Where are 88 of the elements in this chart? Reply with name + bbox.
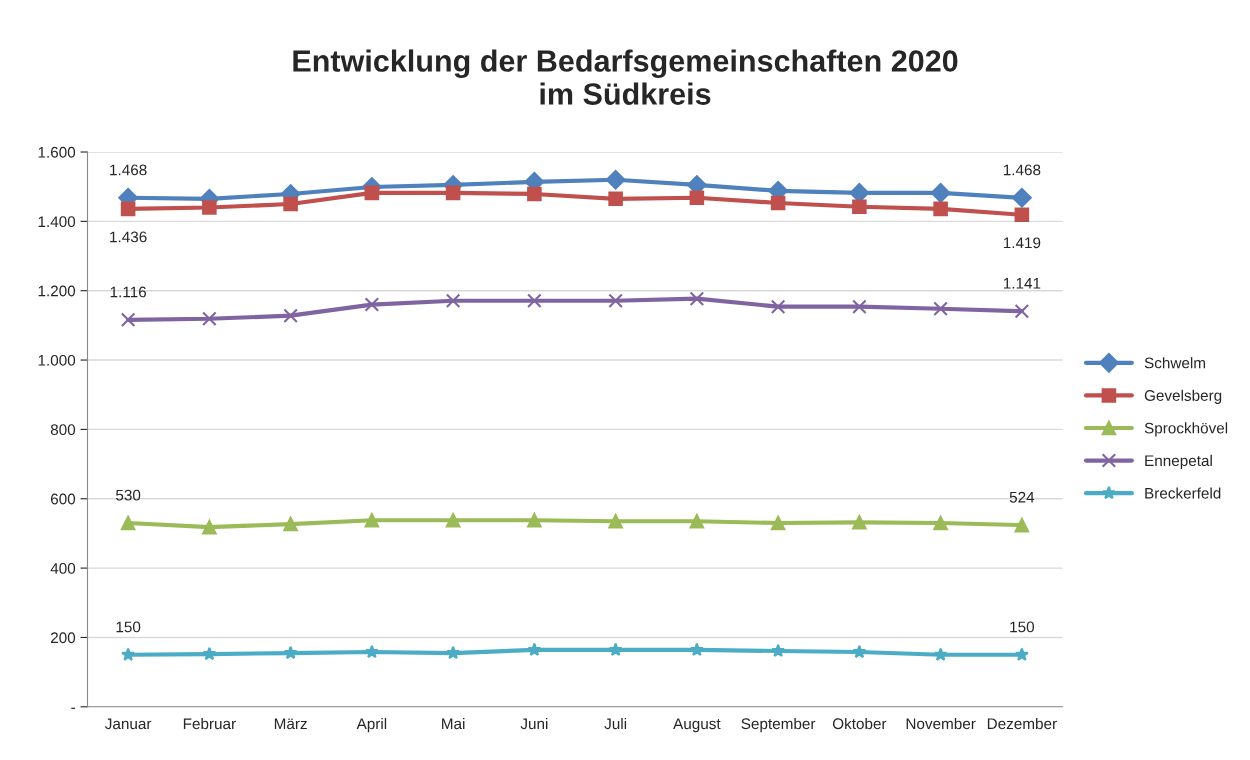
chart-title: Entwicklung der Bedarfsgemeinschaften 2020 im Südkreis xyxy=(293,49,958,105)
point xyxy=(445,185,461,201)
x-tick-label: August xyxy=(673,718,721,733)
point xyxy=(608,514,623,529)
point xyxy=(120,201,136,217)
x-tick-label: November xyxy=(906,717,976,730)
y-tick-label: 1.400 xyxy=(38,216,76,228)
point xyxy=(689,190,705,206)
point xyxy=(527,512,542,528)
x-tick-label: September xyxy=(741,717,816,733)
point xyxy=(1012,187,1032,208)
data-label: 1.116 xyxy=(110,286,147,298)
y-tick-label: 1.000 xyxy=(38,354,76,366)
y-tick-label: 400 xyxy=(50,562,76,574)
x-tick-label: Februar xyxy=(183,717,236,730)
point xyxy=(364,185,380,201)
point xyxy=(605,169,626,190)
legend-label: Schwelm xyxy=(1144,357,1206,369)
point xyxy=(933,647,948,661)
legend-label: Sprockhövel xyxy=(1144,422,1228,437)
point xyxy=(689,514,705,529)
x-tick-label: April xyxy=(356,717,387,733)
x-tick-label: Januar xyxy=(105,718,152,730)
point xyxy=(527,186,542,202)
point xyxy=(445,293,461,309)
point xyxy=(527,293,542,309)
point xyxy=(689,642,704,657)
point xyxy=(933,515,948,531)
point xyxy=(283,196,298,212)
point xyxy=(202,200,217,215)
point xyxy=(364,297,380,312)
point xyxy=(121,647,136,661)
point xyxy=(852,299,867,314)
y-tick-label: 200 xyxy=(50,632,76,644)
point xyxy=(852,199,867,215)
point xyxy=(608,293,623,309)
x-tick-label: Mai xyxy=(442,717,465,730)
y-tick-label: 800 xyxy=(50,424,76,436)
data-label: 1.468 xyxy=(1003,164,1041,176)
point xyxy=(930,183,951,203)
point xyxy=(1014,517,1030,533)
point xyxy=(364,512,380,528)
y-tick-label: - xyxy=(71,707,76,709)
point xyxy=(202,646,217,661)
point xyxy=(283,645,298,660)
y-tick-label: 1.200 xyxy=(38,285,76,297)
point xyxy=(771,643,786,658)
point xyxy=(770,195,786,211)
point xyxy=(933,201,948,217)
point xyxy=(527,642,542,657)
legend-label: Gevelsberg xyxy=(1144,389,1222,404)
x-tick-label: März xyxy=(274,718,307,730)
data-label: 150 xyxy=(116,621,141,633)
point xyxy=(852,644,867,659)
data-label: 530 xyxy=(115,489,141,501)
point xyxy=(608,642,623,657)
x-tick-label: Oktober xyxy=(832,717,887,730)
point xyxy=(1014,647,1029,661)
y-tick-label: 1.600 xyxy=(38,146,76,158)
point xyxy=(852,515,867,530)
data-label: 1.141 xyxy=(1003,278,1041,289)
point xyxy=(283,516,298,532)
point xyxy=(689,291,705,306)
x-tick-label: Juni xyxy=(520,717,548,730)
point xyxy=(770,299,786,314)
point xyxy=(364,644,379,659)
point xyxy=(120,312,136,328)
x-tick-label: Dezember xyxy=(987,717,1057,730)
point xyxy=(770,515,786,531)
data-label: 524 xyxy=(1009,491,1035,503)
data-label: 1.468 xyxy=(110,164,147,176)
point xyxy=(933,301,948,317)
point xyxy=(445,512,461,528)
legend-label: Ennepetal xyxy=(1145,454,1212,470)
point xyxy=(202,519,217,535)
y-tick-label: 600 xyxy=(50,493,76,505)
x-tick-label: Juli xyxy=(604,717,627,730)
point xyxy=(1014,207,1030,223)
point xyxy=(446,645,461,660)
data-label: 150 xyxy=(1010,621,1035,633)
data-label: 1.436 xyxy=(110,231,147,243)
point xyxy=(608,191,623,207)
point xyxy=(202,311,217,327)
point xyxy=(120,515,136,531)
legend-label: Breckerfeld xyxy=(1145,487,1221,499)
data-label: 1.419 xyxy=(1003,237,1041,249)
point xyxy=(1014,303,1030,319)
point xyxy=(283,308,298,323)
